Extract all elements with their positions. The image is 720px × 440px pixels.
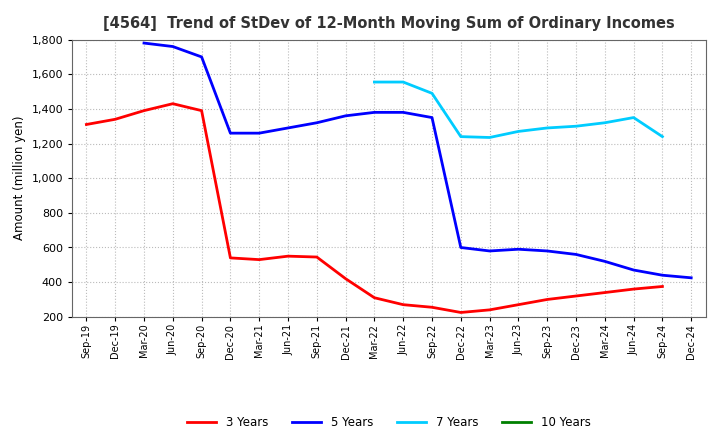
Legend: 3 Years, 5 Years, 7 Years, 10 Years: 3 Years, 5 Years, 7 Years, 10 Years (182, 411, 595, 434)
Title: [4564]  Trend of StDev of 12-Month Moving Sum of Ordinary Incomes: [4564] Trend of StDev of 12-Month Moving… (103, 16, 675, 32)
Y-axis label: Amount (million yen): Amount (million yen) (13, 116, 26, 240)
